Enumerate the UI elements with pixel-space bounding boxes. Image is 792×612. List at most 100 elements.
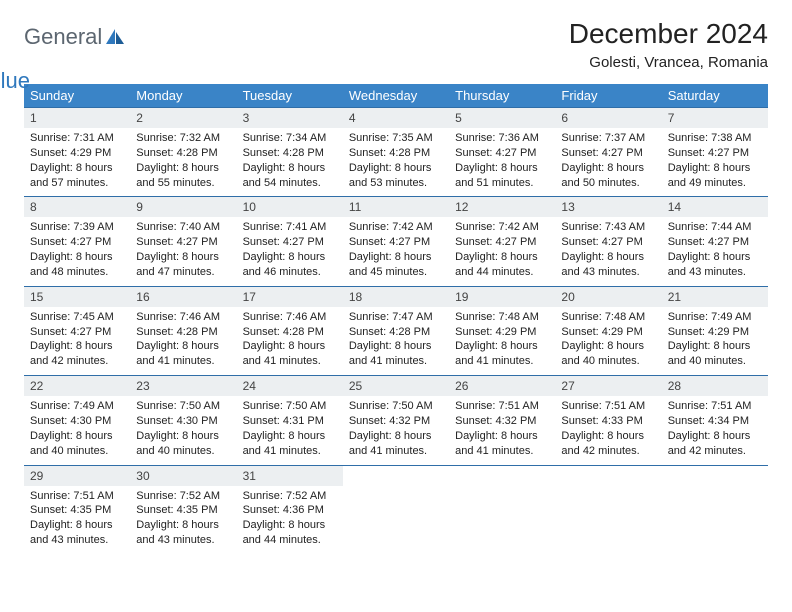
calendar-cell: 31Sunrise: 7:52 AMSunset: 4:36 PMDayligh… — [237, 465, 343, 554]
day-number: 12 — [449, 197, 555, 217]
day-data: Sunrise: 7:49 AMSunset: 4:30 PMDaylight:… — [24, 396, 130, 464]
day-number: 23 — [130, 376, 236, 396]
calendar-row: 1Sunrise: 7:31 AMSunset: 4:29 PMDaylight… — [24, 108, 768, 197]
calendar-cell: 6Sunrise: 7:37 AMSunset: 4:27 PMDaylight… — [555, 108, 661, 197]
calendar-cell: 5Sunrise: 7:36 AMSunset: 4:27 PMDaylight… — [449, 108, 555, 197]
day-number: 11 — [343, 197, 449, 217]
calendar-cell: 9Sunrise: 7:40 AMSunset: 4:27 PMDaylight… — [130, 197, 236, 286]
day-number: 5 — [449, 108, 555, 128]
weekday-header: Monday — [130, 84, 236, 108]
day-number: 7 — [662, 108, 768, 128]
calendar-cell: 4Sunrise: 7:35 AMSunset: 4:28 PMDaylight… — [343, 108, 449, 197]
day-number: 26 — [449, 376, 555, 396]
day-number: 9 — [130, 197, 236, 217]
day-data: Sunrise: 7:48 AMSunset: 4:29 PMDaylight:… — [555, 307, 661, 375]
day-number: 3 — [237, 108, 343, 128]
calendar-cell — [343, 465, 449, 554]
day-data: Sunrise: 7:49 AMSunset: 4:29 PMDaylight:… — [662, 307, 768, 375]
calendar-cell: 3Sunrise: 7:34 AMSunset: 4:28 PMDaylight… — [237, 108, 343, 197]
day-number: 29 — [24, 466, 130, 486]
calendar-cell: 22Sunrise: 7:49 AMSunset: 4:30 PMDayligh… — [24, 376, 130, 465]
day-data: Sunrise: 7:40 AMSunset: 4:27 PMDaylight:… — [130, 217, 236, 285]
calendar-cell: 21Sunrise: 7:49 AMSunset: 4:29 PMDayligh… — [662, 286, 768, 375]
calendar-cell: 26Sunrise: 7:51 AMSunset: 4:32 PMDayligh… — [449, 376, 555, 465]
calendar-cell: 23Sunrise: 7:50 AMSunset: 4:30 PMDayligh… — [130, 376, 236, 465]
day-number: 31 — [237, 466, 343, 486]
calendar-cell: 15Sunrise: 7:45 AMSunset: 4:27 PMDayligh… — [24, 286, 130, 375]
day-number: 4 — [343, 108, 449, 128]
calendar-cell: 17Sunrise: 7:46 AMSunset: 4:28 PMDayligh… — [237, 286, 343, 375]
location-label: Golesti, Vrancea, Romania — [569, 54, 768, 71]
day-data: Sunrise: 7:38 AMSunset: 4:27 PMDaylight:… — [662, 128, 768, 196]
calendar-cell: 27Sunrise: 7:51 AMSunset: 4:33 PMDayligh… — [555, 376, 661, 465]
logo-sail-icon — [105, 33, 125, 50]
day-number: 19 — [449, 287, 555, 307]
day-data: Sunrise: 7:42 AMSunset: 4:27 PMDaylight:… — [343, 217, 449, 285]
day-number: 20 — [555, 287, 661, 307]
day-data: Sunrise: 7:50 AMSunset: 4:30 PMDaylight:… — [130, 396, 236, 464]
day-number: 22 — [24, 376, 130, 396]
day-number: 25 — [343, 376, 449, 396]
calendar-cell: 24Sunrise: 7:50 AMSunset: 4:31 PMDayligh… — [237, 376, 343, 465]
day-number: 6 — [555, 108, 661, 128]
day-data: Sunrise: 7:51 AMSunset: 4:32 PMDaylight:… — [449, 396, 555, 464]
weekday-header: Tuesday — [237, 84, 343, 108]
calendar-cell: 11Sunrise: 7:42 AMSunset: 4:27 PMDayligh… — [343, 197, 449, 286]
weekday-header: Friday — [555, 84, 661, 108]
day-data: Sunrise: 7:50 AMSunset: 4:31 PMDaylight:… — [237, 396, 343, 464]
calendar-cell: 16Sunrise: 7:46 AMSunset: 4:28 PMDayligh… — [130, 286, 236, 375]
day-data: Sunrise: 7:47 AMSunset: 4:28 PMDaylight:… — [343, 307, 449, 375]
day-number: 18 — [343, 287, 449, 307]
logo-text-general: General — [24, 24, 102, 49]
weekday-header-row: Sunday Monday Tuesday Wednesday Thursday… — [24, 84, 768, 108]
day-data: Sunrise: 7:50 AMSunset: 4:32 PMDaylight:… — [343, 396, 449, 464]
calendar-cell: 28Sunrise: 7:51 AMSunset: 4:34 PMDayligh… — [662, 376, 768, 465]
logo: General Blue — [24, 18, 127, 76]
day-data: Sunrise: 7:52 AMSunset: 4:36 PMDaylight:… — [237, 486, 343, 554]
calendar-row: 15Sunrise: 7:45 AMSunset: 4:27 PMDayligh… — [24, 286, 768, 375]
calendar-body: 1Sunrise: 7:31 AMSunset: 4:29 PMDaylight… — [24, 108, 768, 554]
day-number: 14 — [662, 197, 768, 217]
header: General Blue December 2024 Golesti, Vran… — [24, 18, 768, 76]
day-data: Sunrise: 7:42 AMSunset: 4:27 PMDaylight:… — [449, 217, 555, 285]
calendar-cell: 12Sunrise: 7:42 AMSunset: 4:27 PMDayligh… — [449, 197, 555, 286]
day-data: Sunrise: 7:51 AMSunset: 4:33 PMDaylight:… — [555, 396, 661, 464]
page-title: December 2024 — [569, 18, 768, 50]
calendar-cell: 14Sunrise: 7:44 AMSunset: 4:27 PMDayligh… — [662, 197, 768, 286]
day-number: 17 — [237, 287, 343, 307]
day-number: 30 — [130, 466, 236, 486]
day-data: Sunrise: 7:31 AMSunset: 4:29 PMDaylight:… — [24, 128, 130, 196]
day-number: 28 — [662, 376, 768, 396]
day-data: Sunrise: 7:39 AMSunset: 4:27 PMDaylight:… — [24, 217, 130, 285]
day-number: 10 — [237, 197, 343, 217]
calendar-cell: 13Sunrise: 7:43 AMSunset: 4:27 PMDayligh… — [555, 197, 661, 286]
day-data: Sunrise: 7:32 AMSunset: 4:28 PMDaylight:… — [130, 128, 236, 196]
day-data: Sunrise: 7:46 AMSunset: 4:28 PMDaylight:… — [237, 307, 343, 375]
calendar-cell: 30Sunrise: 7:52 AMSunset: 4:35 PMDayligh… — [130, 465, 236, 554]
weekday-header: Saturday — [662, 84, 768, 108]
day-data: Sunrise: 7:48 AMSunset: 4:29 PMDaylight:… — [449, 307, 555, 375]
weekday-header: Thursday — [449, 84, 555, 108]
day-data: Sunrise: 7:51 AMSunset: 4:35 PMDaylight:… — [24, 486, 130, 554]
day-number: 1 — [24, 108, 130, 128]
calendar-row: 8Sunrise: 7:39 AMSunset: 4:27 PMDaylight… — [24, 197, 768, 286]
calendar-cell: 18Sunrise: 7:47 AMSunset: 4:28 PMDayligh… — [343, 286, 449, 375]
day-data: Sunrise: 7:36 AMSunset: 4:27 PMDaylight:… — [449, 128, 555, 196]
calendar-cell: 25Sunrise: 7:50 AMSunset: 4:32 PMDayligh… — [343, 376, 449, 465]
calendar-cell: 20Sunrise: 7:48 AMSunset: 4:29 PMDayligh… — [555, 286, 661, 375]
title-block: December 2024 Golesti, Vrancea, Romania — [569, 18, 768, 71]
day-data: Sunrise: 7:51 AMSunset: 4:34 PMDaylight:… — [662, 396, 768, 464]
logo-text-blue: Blue — [0, 68, 89, 94]
day-data: Sunrise: 7:44 AMSunset: 4:27 PMDaylight:… — [662, 217, 768, 285]
day-number: 13 — [555, 197, 661, 217]
day-number: 16 — [130, 287, 236, 307]
calendar-cell — [449, 465, 555, 554]
day-number: 8 — [24, 197, 130, 217]
day-number: 2 — [130, 108, 236, 128]
day-data: Sunrise: 7:41 AMSunset: 4:27 PMDaylight:… — [237, 217, 343, 285]
calendar-cell: 7Sunrise: 7:38 AMSunset: 4:27 PMDaylight… — [662, 108, 768, 197]
weekday-header: Wednesday — [343, 84, 449, 108]
calendar-row: 29Sunrise: 7:51 AMSunset: 4:35 PMDayligh… — [24, 465, 768, 554]
day-data: Sunrise: 7:46 AMSunset: 4:28 PMDaylight:… — [130, 307, 236, 375]
day-data: Sunrise: 7:43 AMSunset: 4:27 PMDaylight:… — [555, 217, 661, 285]
